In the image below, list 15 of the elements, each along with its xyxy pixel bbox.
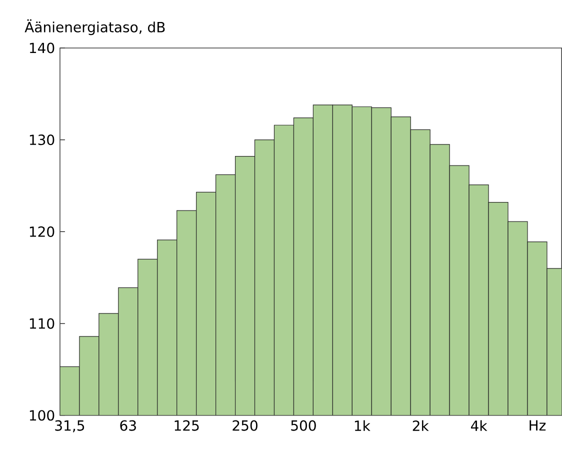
- x-tick-label: 31,5: [55, 420, 84, 432]
- x-tick-label: 4k: [470, 420, 488, 432]
- x-tick-label: 2k: [412, 420, 429, 432]
- x-tick-label: 250: [232, 420, 258, 432]
- y-tick-label: 140: [30, 42, 54, 54]
- x-tick-label: 1k: [354, 420, 370, 432]
- x-tick-label: 500: [291, 420, 316, 432]
- y-axis-title: Äänienergiataso, dB: [24, 20, 165, 36]
- y-tick-label: 100: [30, 410, 54, 421]
- x-tick-label: Hz: [530, 420, 546, 431]
- y-tick-label: 110: [30, 318, 54, 329]
- y-tick-label: 130: [30, 134, 54, 146]
- x-tick-label: 125: [174, 420, 199, 432]
- x-tick-label: 63: [120, 420, 136, 432]
- y-tick-label: 120: [30, 226, 54, 238]
